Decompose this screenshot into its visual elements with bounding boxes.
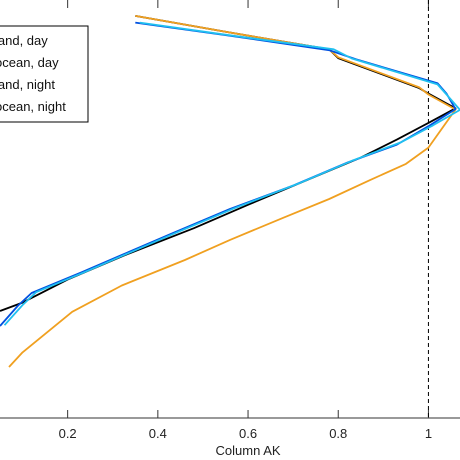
legend-entry-2: ocean, day: [0, 55, 59, 70]
x-tick-label: 0.6: [239, 426, 257, 441]
x-axis-label: Column AK: [216, 443, 281, 458]
x-tick-label: 0.4: [149, 426, 167, 441]
legend-entry-4: ocean, night: [0, 99, 66, 114]
series-line-2: [8, 15, 457, 368]
legend-box: [0, 25, 89, 123]
series-line-4: [3, 21, 460, 326]
x-tick-label: 0.2: [59, 426, 77, 441]
legend: land, day ocean, day land, night ocean, nig…: [0, 25, 89, 123]
x-tick-label: 0.8: [329, 426, 347, 441]
x-tick-label: 1: [425, 426, 432, 441]
series-group: [0, 15, 460, 368]
x-axis-ticks: 0.2 0.4 0.6 0.8 1: [0, 0, 460, 441]
legend-entry-1: land, day: [0, 33, 48, 48]
legend-entry-3: land, night: [0, 77, 55, 92]
